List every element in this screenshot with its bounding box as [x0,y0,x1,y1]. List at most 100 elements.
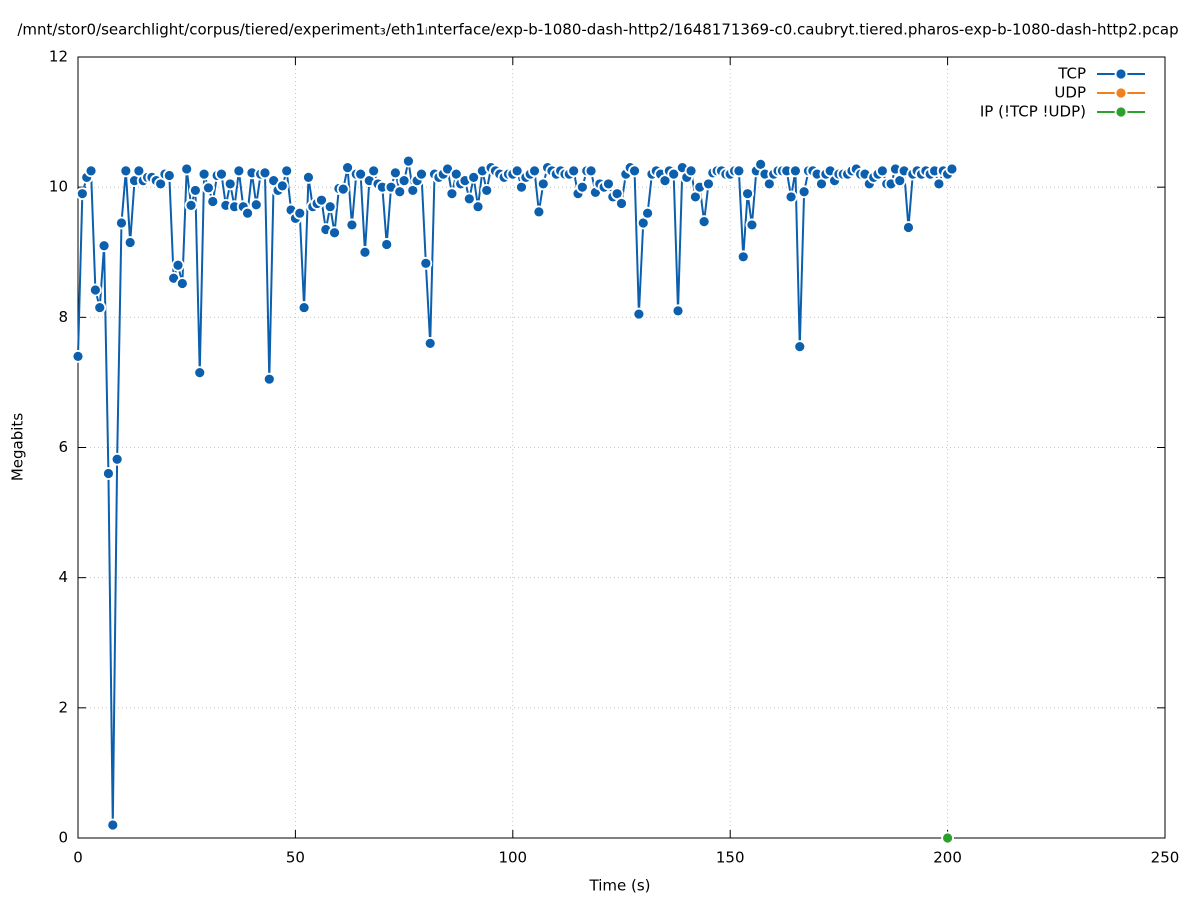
data-point [393,185,407,199]
data-point [745,218,759,232]
data-point [328,226,341,240]
data-point [249,198,263,212]
data-point [467,171,481,184]
data-point [628,164,641,178]
y-tick-label: 0 [58,829,68,847]
data-point [875,164,889,178]
data-point [97,239,111,253]
x-axis-label: Time (s) [589,877,651,895]
y-tick-label: 2 [58,698,68,716]
data-point [102,467,115,480]
data-point [784,190,798,204]
y-tick-label: 8 [58,308,68,326]
data-point [345,218,359,232]
data-point [667,167,681,181]
data-point [323,200,337,214]
data-point [536,177,550,191]
data-point [702,177,715,191]
data-point [341,161,354,175]
data-point [258,166,272,180]
x-tick-label: 200 [933,849,962,867]
data-point [741,187,754,201]
data-point [84,164,98,178]
legend-marker [1114,105,1128,119]
data-point [532,205,546,219]
data-point [93,301,107,314]
data-point [793,340,807,354]
legend-label: TCP [1057,65,1086,83]
data-point [175,277,189,290]
data-point [75,187,89,201]
legend-marker [1114,86,1128,100]
data-point [336,182,350,196]
data-point [119,164,133,178]
data-point [180,162,194,176]
data-point [106,818,120,832]
data-point [480,184,494,197]
data-point [275,179,289,193]
data-point [584,164,598,178]
y-axis-label: Megabits [9,413,27,481]
data-point [797,185,811,199]
data-point [354,167,368,181]
x-tick-label: 250 [1151,849,1180,867]
data-point [641,206,654,220]
data-point [71,349,85,363]
data-point [315,193,328,207]
x-tick-label: 100 [498,849,527,867]
data-point [945,162,959,176]
data-point [280,164,294,178]
data-point [941,831,954,845]
data-point [684,164,698,178]
x-tick-label: 50 [286,849,305,867]
data-point [445,187,459,201]
data-point [358,245,372,259]
data-point [575,180,589,194]
data-point [380,238,394,251]
data-point [402,154,415,168]
y-tick-label: 4 [58,568,68,586]
data-point [293,206,307,220]
data-point [88,283,102,297]
data-point [567,164,581,178]
data-point [232,164,246,178]
x-tick-label: 0 [73,849,83,867]
legend-label: UDP [1054,84,1086,102]
data-point [123,236,137,249]
x-tick-label: 150 [716,849,745,867]
data-point [223,177,237,191]
data-point [110,452,124,466]
data-point [615,197,628,210]
data-point [415,167,428,181]
data-point [789,164,802,178]
data-point [632,307,646,321]
data-point [297,301,311,314]
chart-title: /mnt/stor0/searchlight/corpus/tiered/exp… [17,21,1178,39]
data-point [423,336,437,350]
data-point [188,184,202,197]
data-point [302,171,315,184]
y-tick-label: 12 [49,48,68,66]
data-point [902,221,915,234]
data-point [671,304,685,318]
data-point [162,169,176,182]
data-point [171,258,185,272]
data-point [215,167,228,181]
data-point [419,256,433,270]
data-point [462,192,476,206]
data-point [241,206,254,220]
data-point [732,164,746,178]
data-point [367,164,381,178]
data-point [528,164,541,178]
data-point [389,166,402,180]
data-point [602,177,615,191]
data-point [471,200,485,214]
data-point [262,372,276,386]
data-point [397,174,411,188]
data-point [206,195,220,208]
marks [71,154,959,845]
